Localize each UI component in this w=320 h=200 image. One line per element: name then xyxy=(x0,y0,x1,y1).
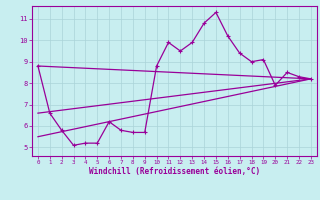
X-axis label: Windchill (Refroidissement éolien,°C): Windchill (Refroidissement éolien,°C) xyxy=(89,167,260,176)
